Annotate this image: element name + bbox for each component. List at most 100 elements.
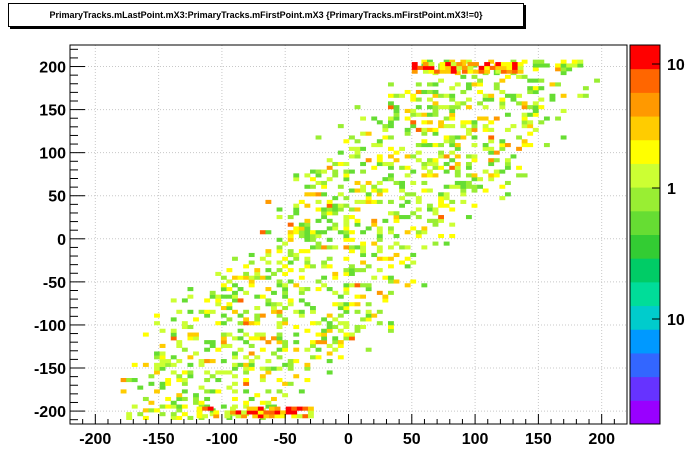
heatmap-bin	[421, 188, 428, 193]
z-tick-label: 10	[667, 57, 685, 74]
heatmap-bin	[276, 332, 283, 337]
heatmap-bin	[365, 302, 372, 307]
heatmap-bin	[421, 139, 428, 144]
heatmap-bin	[454, 184, 461, 189]
heatmap-bin	[376, 154, 383, 159]
heatmap-bin	[421, 131, 428, 136]
heatmap-bin	[376, 199, 383, 204]
heatmap-bin	[271, 302, 277, 307]
y-axis: -200 -150 -100 -50 0 50 100 150 200	[34, 45, 85, 424]
heatmap-bin	[176, 340, 183, 345]
heatmap-bin	[343, 139, 350, 144]
heatmap-bin	[438, 143, 444, 148]
heatmap-bin	[365, 317, 372, 322]
heatmap-bin	[499, 97, 506, 102]
heatmap-bin	[304, 347, 311, 352]
heatmap-bin	[326, 324, 333, 330]
heatmap-bin	[181, 298, 188, 303]
heatmap-bin	[443, 169, 450, 174]
heatmap-bin	[310, 177, 316, 182]
heatmap-bin	[438, 105, 444, 110]
heatmap-bin	[354, 294, 361, 299]
heatmap-bin	[555, 67, 561, 72]
heatmap-bin	[439, 69, 446, 74]
heatmap-bin	[443, 105, 450, 110]
heatmap-bin	[254, 321, 261, 326]
heatmap-bin	[315, 218, 322, 223]
heatmap-bin	[343, 173, 350, 178]
heatmap-bin	[243, 404, 250, 409]
heatmap-bin	[232, 366, 238, 371]
heatmap-bin	[263, 414, 270, 419]
heatmap-bin	[488, 173, 495, 178]
heatmap-bin	[176, 415, 183, 420]
heatmap-bin	[187, 415, 194, 420]
heatmap-bin	[354, 218, 361, 223]
heatmap-bin	[449, 86, 456, 91]
heatmap-bin	[165, 396, 172, 402]
heatmap-bin	[276, 283, 283, 288]
heatmap-bin	[131, 378, 138, 383]
heatmap-bin	[354, 245, 361, 250]
heatmap-bin	[349, 169, 355, 174]
heatmap-bin	[516, 74, 522, 79]
heatmap-bin	[349, 135, 355, 140]
heatmap-bin	[404, 283, 411, 288]
heatmap-bin	[354, 150, 361, 155]
heatmap-bin	[527, 78, 534, 83]
heatmap-bin	[170, 336, 177, 341]
heatmap-bin	[181, 370, 188, 375]
heatmap-bin	[376, 139, 383, 144]
palette-swatch	[630, 210, 660, 235]
heatmap-bin	[170, 298, 177, 303]
heatmap-bin	[438, 120, 444, 125]
heatmap-bin	[220, 287, 227, 292]
heatmap-bin	[337, 305, 344, 311]
heatmap-bin	[477, 82, 483, 87]
heatmap-bin	[512, 65, 518, 70]
heatmap-bin	[349, 283, 355, 288]
heatmap-bin	[209, 374, 216, 379]
heatmap-bin	[516, 93, 522, 98]
heatmap-bin	[243, 400, 250, 405]
heatmap-bin	[204, 378, 211, 383]
heatmap-bin	[326, 199, 333, 204]
heatmap-bin	[293, 309, 300, 314]
chart-title: PrimaryTracks.mLastPoint.mX3:PrimaryTrac…	[49, 10, 483, 20]
heatmap-bin	[393, 241, 400, 246]
heatmap-bin	[399, 215, 406, 220]
heatmap-bin	[365, 192, 372, 197]
heatmap-bin	[354, 207, 361, 212]
z-tick-label: 1	[667, 181, 676, 198]
heatmap-bin	[454, 180, 461, 186]
heatmap-bin	[493, 86, 500, 91]
heatmap-bin	[187, 336, 194, 341]
heatmap-bin	[354, 328, 361, 333]
heatmap-bin	[304, 184, 311, 189]
heatmap-bin	[265, 370, 272, 375]
heatmap-bin	[220, 404, 227, 409]
heatmap-bin	[376, 226, 383, 231]
heatmap-bin	[209, 412, 216, 417]
palette-swatch	[630, 92, 660, 117]
heatmap-bin	[410, 279, 417, 284]
x-tick-label: 200	[588, 431, 615, 448]
heatmap-bin	[527, 89, 534, 95]
heatmap-bin	[170, 332, 177, 337]
heatmap-bin	[449, 97, 456, 102]
heatmap-bin	[477, 184, 483, 189]
heatmap-bin	[382, 256, 389, 261]
heatmap-bin	[488, 161, 495, 167]
heatmap-bin	[432, 241, 439, 246]
heatmap-bin	[315, 233, 322, 239]
heatmap-bin	[438, 196, 444, 201]
heatmap-bin	[220, 370, 227, 375]
heatmap-bin	[265, 249, 272, 254]
heatmap-bin	[276, 378, 283, 383]
heatmap-bin	[220, 332, 227, 337]
heatmap-bin	[276, 260, 283, 265]
heatmap-bin	[337, 355, 344, 360]
heatmap-bin	[259, 256, 266, 261]
heatmap-bin	[449, 108, 456, 114]
heatmap-bin	[517, 65, 524, 70]
